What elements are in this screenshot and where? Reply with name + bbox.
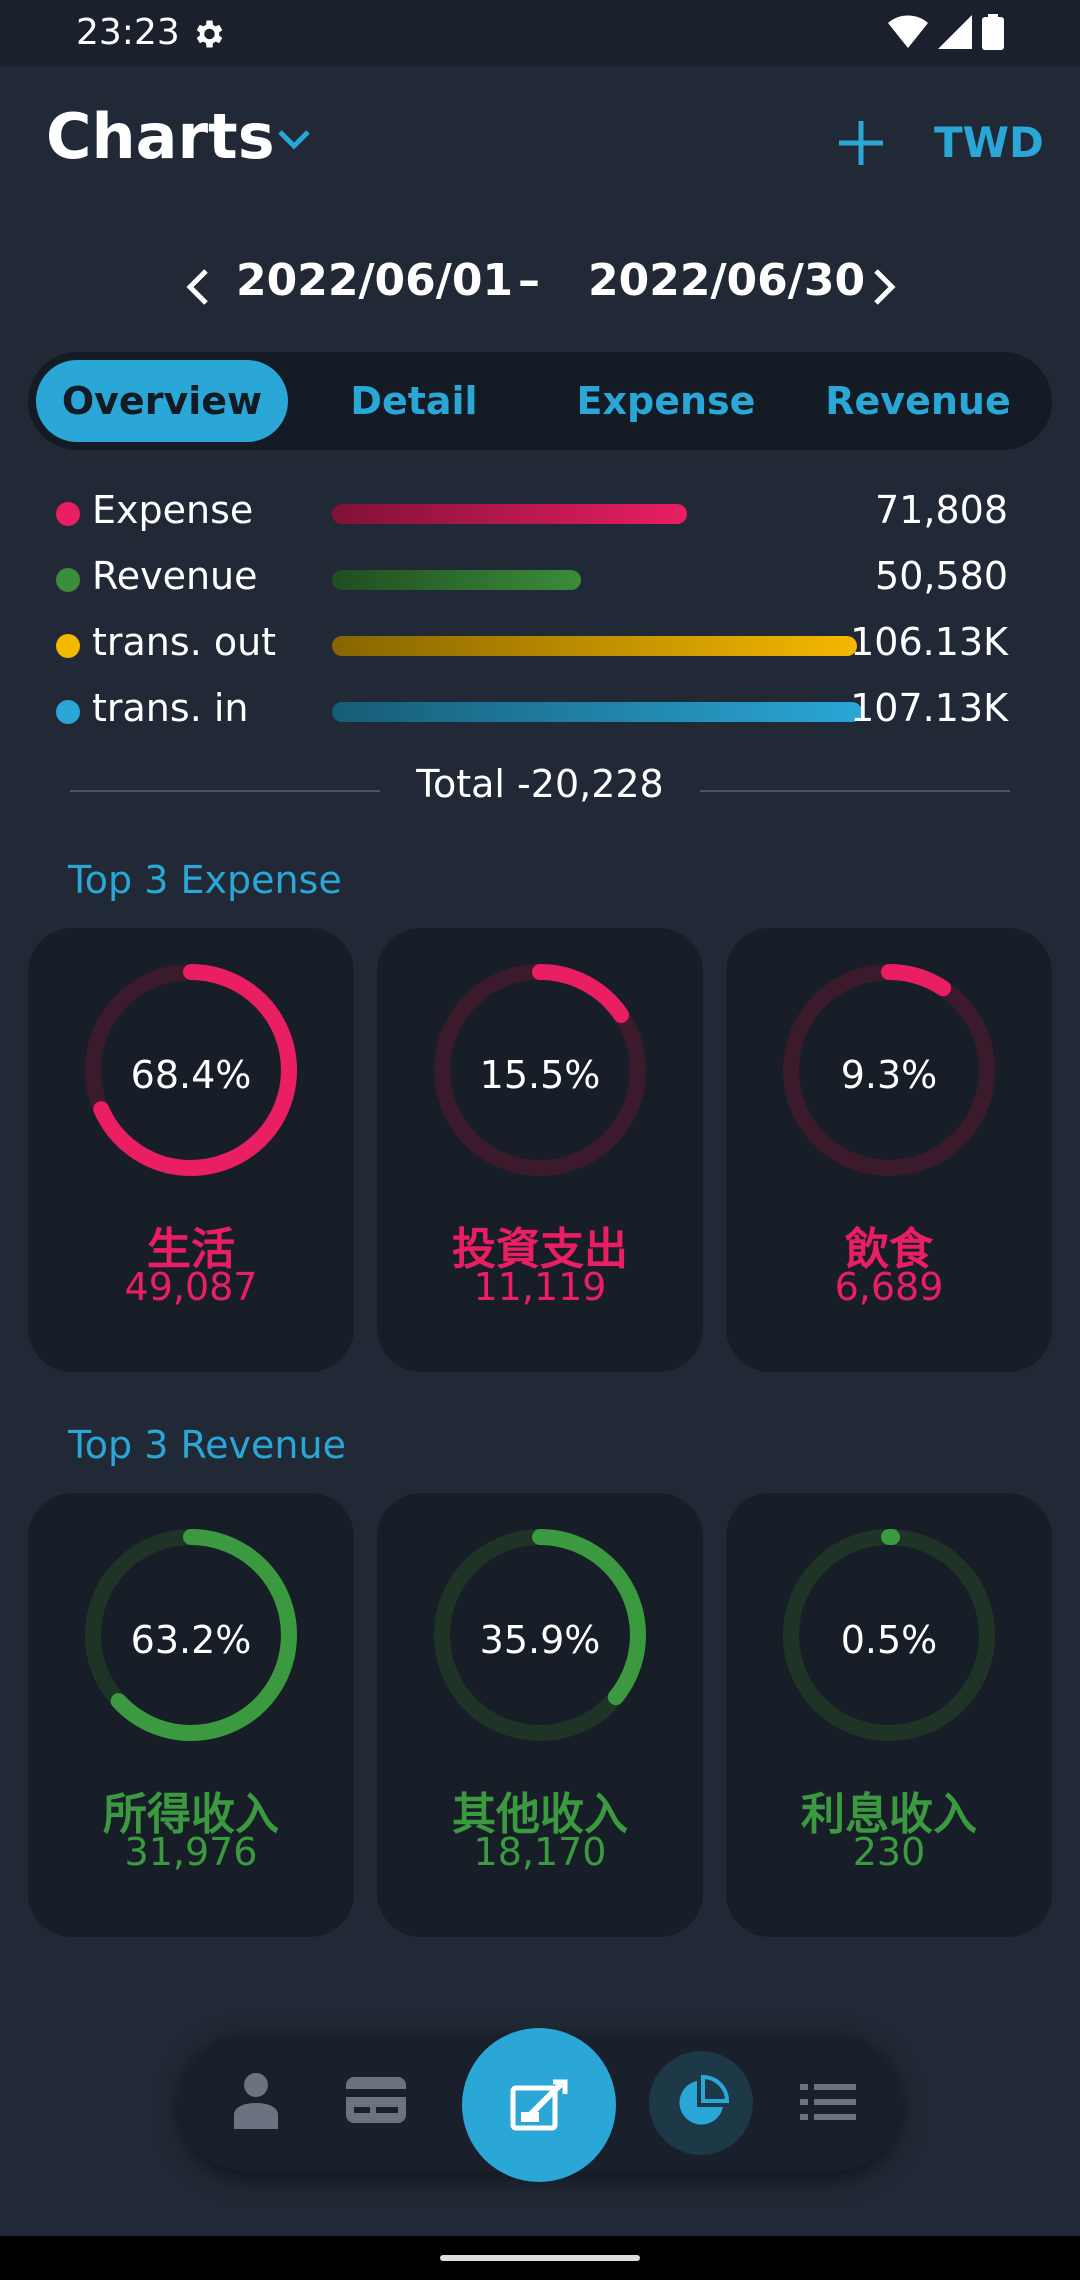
add-record-icon (507, 2076, 571, 2138)
percent-label: 0.5% (840, 1618, 938, 1662)
expense-card[interactable]: 15.5% 投資支出 11,119 (377, 928, 703, 1372)
summary-row-trans-in: trans. in 107.13K (56, 686, 1016, 736)
gesture-bar (0, 2236, 1080, 2280)
category-name: 其他收入 (452, 1789, 628, 1840)
chevron-right-icon[interactable] (872, 267, 898, 311)
summary-label: Expense (92, 488, 254, 532)
gear-icon (190, 16, 226, 56)
divider (70, 790, 380, 792)
revenue-card[interactable]: 63.2% 所得收入 31,976 (28, 1493, 354, 1937)
tab-bar: Overview Detail Expense Revenue (28, 352, 1052, 450)
top-revenue-title: Top 3 Revenue (68, 1423, 346, 1467)
category-amount: 31,976 (124, 1830, 258, 1874)
tab-revenue[interactable]: Revenue (825, 379, 1011, 423)
summary-value: 107.13K (850, 686, 1008, 730)
expense-card[interactable]: 68.4% 生活 49,087 (28, 928, 354, 1372)
card-icon[interactable] (346, 2077, 406, 2127)
legend-dot (56, 634, 80, 658)
donut-ring (783, 964, 995, 1176)
page-title[interactable]: Charts (46, 100, 275, 173)
summary-value: 71,808 (875, 488, 1008, 532)
list-icon[interactable] (800, 2082, 856, 2126)
date-start[interactable]: 2022/06/01 (236, 255, 514, 306)
donut-ring (434, 964, 646, 1176)
legend-dot (56, 700, 80, 724)
summary-row-revenue: Revenue 50,580 (56, 554, 1016, 604)
summary-bar (332, 570, 581, 590)
revenue-card[interactable]: 0.5% 利息收入 230 (726, 1493, 1052, 1937)
expense-card[interactable]: 9.3% 飲食 6,689 (726, 928, 1052, 1372)
summary-row-trans-out: trans. out 106.13K (56, 620, 1016, 670)
summary-value: 50,580 (875, 554, 1008, 598)
battery-icon (982, 14, 1004, 54)
date-range: 2022/06/01 – 2022/06/30 (0, 255, 1080, 315)
category-name: 飲食 (845, 1224, 933, 1275)
status-bar: 23:23 (0, 0, 1080, 66)
wifi-icon (888, 15, 928, 53)
donut-ring (85, 964, 297, 1176)
tab-detail[interactable]: Detail (350, 379, 478, 423)
tab-overview[interactable]: Overview (36, 360, 288, 442)
legend-dot (56, 568, 80, 592)
category-amount: 230 (852, 1830, 926, 1874)
summary-label: Revenue (92, 554, 258, 598)
category-amount: 18,170 (473, 1830, 607, 1874)
total-text: Total -20,228 (416, 762, 664, 806)
total-row: Total -20,228 (0, 762, 1080, 818)
category-amount: 49,087 (124, 1265, 258, 1309)
summary-bar (332, 702, 862, 722)
chevron-down-icon[interactable] (276, 128, 312, 156)
person-icon[interactable] (228, 2069, 284, 2133)
summary-row-expense: Expense 71,808 (56, 488, 1016, 538)
donut-ring (783, 1529, 995, 1741)
donut-ring (434, 1529, 646, 1741)
currency-button[interactable]: TWD (934, 118, 1044, 167)
chevron-left-icon[interactable] (184, 267, 210, 311)
tab-expense[interactable]: Expense (576, 379, 756, 423)
revenue-card[interactable]: 35.9% 其他收入 18,170 (377, 1493, 703, 1937)
category-name: 投資支出 (452, 1224, 628, 1275)
percent-label: 15.5% (479, 1053, 601, 1097)
home-indicator (440, 2255, 640, 2261)
percent-label: 63.2% (130, 1618, 252, 1662)
add-icon[interactable] (836, 118, 886, 172)
category-name: 所得收入 (103, 1789, 279, 1840)
summary-label: trans. out (92, 620, 277, 664)
top-expense-title: Top 3 Expense (68, 858, 342, 902)
pie-chart-icon[interactable] (673, 2074, 730, 2135)
category-amount: 6,689 (834, 1265, 944, 1309)
date-end[interactable]: 2022/06/30 (588, 255, 866, 306)
category-name: 生活 (147, 1224, 235, 1275)
summary-bar (332, 636, 857, 656)
percent-label: 9.3% (840, 1053, 938, 1097)
bottom-navigation (180, 2028, 900, 2182)
category-name: 利息收入 (801, 1789, 977, 1840)
percent-label: 35.9% (479, 1618, 601, 1662)
status-time: 23:23 (76, 12, 180, 53)
category-amount: 11,119 (473, 1265, 607, 1309)
summary-bar (332, 504, 687, 524)
summary-value: 106.13K (850, 620, 1008, 664)
add-record-button[interactable] (462, 2028, 616, 2182)
legend-dot (56, 502, 80, 526)
percent-label: 68.4% (130, 1053, 252, 1097)
summary-label: trans. in (92, 686, 249, 730)
divider (700, 790, 1010, 792)
donut-ring (85, 1529, 297, 1741)
signal-icon (938, 15, 972, 53)
date-separator: – (518, 255, 540, 306)
